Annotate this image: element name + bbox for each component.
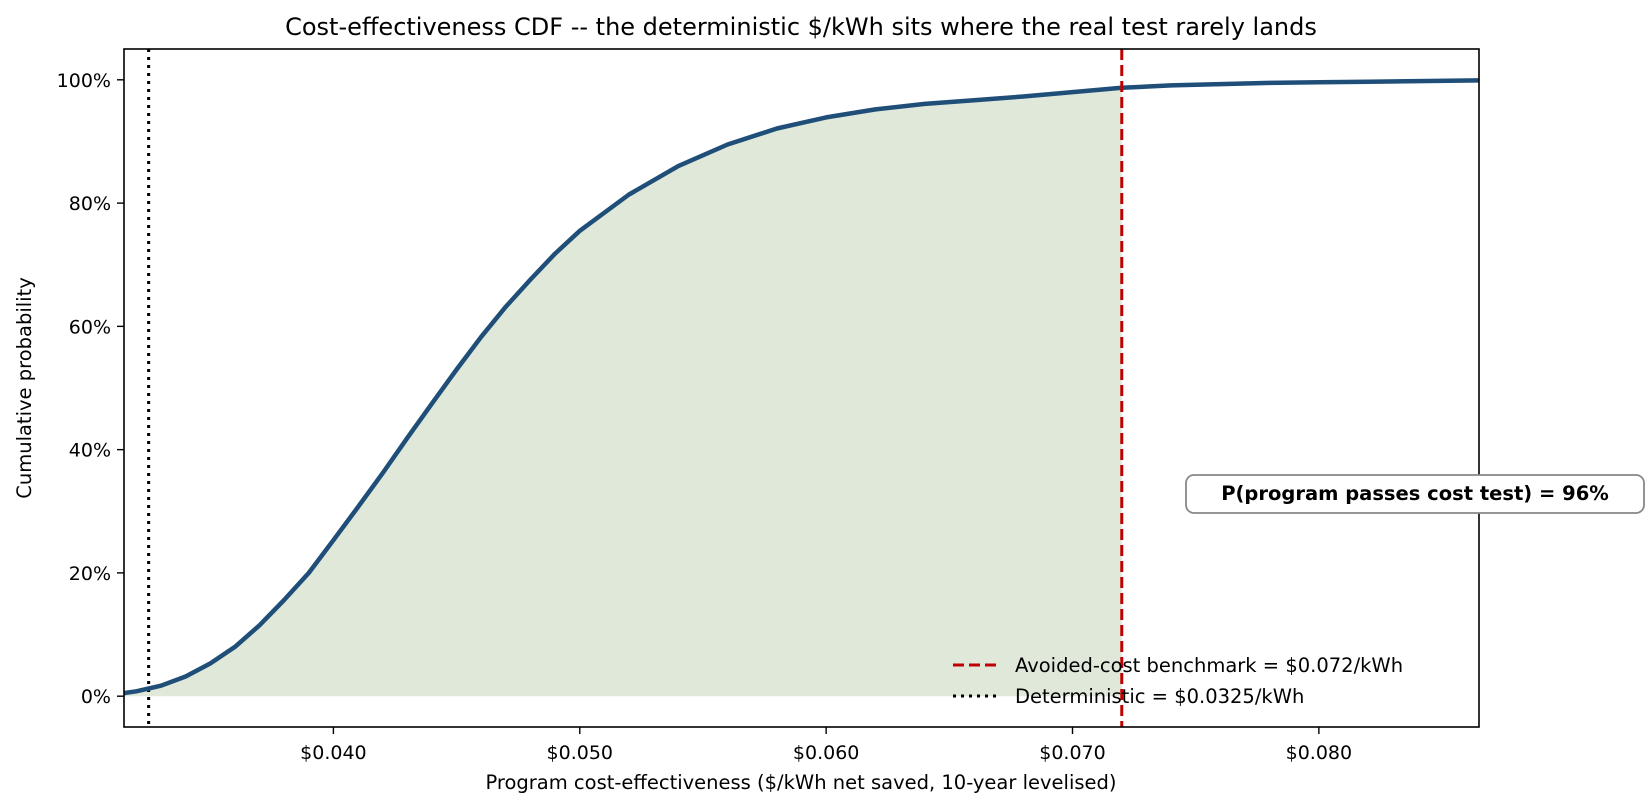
y-tick-label: 80% — [69, 193, 111, 215]
legend: Avoided-cost benchmark = $0.072/kWh Dete… — [953, 654, 1403, 708]
y-tick-label: 20% — [69, 563, 111, 585]
x-tick-label: $0.070 — [1039, 742, 1105, 764]
y-tick-label: 100% — [57, 70, 111, 92]
annotation-box: P(program passes cost test) = 96% — [1185, 474, 1645, 514]
y-axis: 0% 20% 40% 60% 80% 100% — [57, 70, 124, 708]
chart-title: Cost-effectiveness CDF -- the determinis… — [285, 13, 1317, 41]
shaded-pass-region — [124, 87, 1122, 697]
y-tick-label: 0% — [81, 686, 111, 708]
annotation-frame — [1185, 474, 1645, 514]
y-tick-label: 40% — [69, 440, 111, 462]
legend-deterministic-label: Deterministic = $0.0325/kWh — [1015, 685, 1304, 708]
y-axis-label: Cumulative probability — [13, 277, 36, 499]
cdf-series-line — [123, 78, 1480, 696]
x-axis: $0.040 $0.050 $0.060 $0.070 $0.080 — [300, 727, 1352, 764]
x-tick-label: $0.050 — [547, 742, 613, 764]
x-tick-label: $0.080 — [1286, 742, 1352, 764]
x-tick-label: $0.040 — [300, 742, 366, 764]
x-axis-label: Program cost-effectiveness ($/kWh net sa… — [485, 771, 1116, 794]
legend-benchmark-label: Avoided-cost benchmark = $0.072/kWh — [1015, 654, 1403, 677]
y-tick-label: 60% — [69, 316, 111, 338]
x-tick-label: $0.060 — [793, 742, 859, 764]
plot-frame — [123, 48, 1480, 728]
plot-area — [123, 48, 1480, 728]
annotation-text: P(program passes cost test) = 96% — [1221, 482, 1609, 505]
